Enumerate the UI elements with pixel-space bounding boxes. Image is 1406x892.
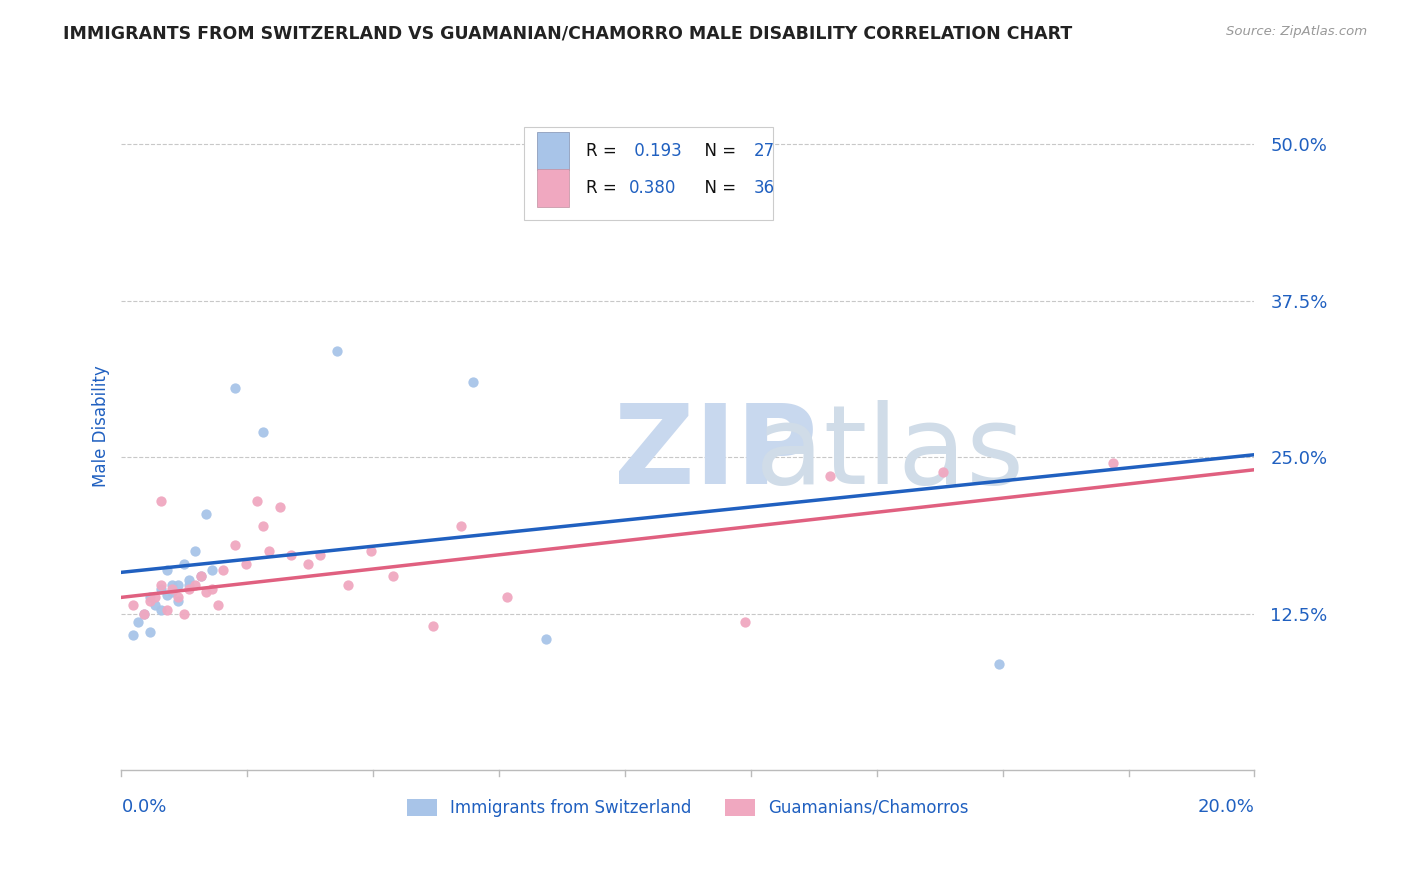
Text: Source: ZipAtlas.com: Source: ZipAtlas.com bbox=[1226, 25, 1367, 38]
Point bbox=[297, 557, 319, 571]
Point bbox=[132, 607, 155, 621]
Point bbox=[325, 343, 347, 358]
Point bbox=[195, 507, 218, 521]
Point bbox=[212, 563, 235, 577]
Point bbox=[167, 578, 190, 592]
Point bbox=[536, 632, 558, 646]
Point bbox=[988, 657, 1011, 671]
Point bbox=[195, 585, 218, 599]
Point bbox=[156, 603, 179, 617]
Point bbox=[734, 615, 756, 630]
Point bbox=[224, 538, 246, 552]
Point bbox=[246, 494, 269, 508]
Text: 0.0%: 0.0% bbox=[121, 797, 167, 815]
Point bbox=[461, 375, 484, 389]
Text: atlas: atlas bbox=[614, 400, 1024, 507]
Point bbox=[450, 519, 472, 533]
Point bbox=[495, 591, 517, 605]
Point bbox=[360, 544, 382, 558]
Point bbox=[173, 607, 195, 621]
FancyBboxPatch shape bbox=[523, 127, 773, 219]
Text: N =: N = bbox=[693, 179, 741, 197]
Point bbox=[121, 598, 143, 612]
Y-axis label: Male Disability: Male Disability bbox=[93, 365, 110, 487]
Point bbox=[201, 563, 224, 577]
Point bbox=[252, 519, 274, 533]
Text: 0.380: 0.380 bbox=[628, 179, 676, 197]
Text: 36: 36 bbox=[754, 179, 775, 197]
Point bbox=[257, 544, 280, 558]
Point bbox=[252, 425, 274, 440]
Point bbox=[150, 582, 173, 596]
Point bbox=[224, 381, 246, 395]
Point bbox=[150, 603, 173, 617]
Point bbox=[422, 619, 444, 633]
Point bbox=[145, 598, 167, 612]
Point bbox=[150, 494, 173, 508]
Text: R =: R = bbox=[586, 179, 621, 197]
Point bbox=[382, 569, 405, 583]
Point bbox=[235, 557, 257, 571]
Text: N =: N = bbox=[693, 142, 741, 160]
Point bbox=[162, 582, 184, 596]
Legend: Immigrants from Switzerland, Guamanians/Chamorros: Immigrants from Switzerland, Guamanians/… bbox=[401, 792, 976, 823]
Point bbox=[167, 591, 190, 605]
Text: ZIP: ZIP bbox=[614, 400, 818, 507]
Text: IMMIGRANTS FROM SWITZERLAND VS GUAMANIAN/CHAMORRO MALE DISABILITY CORRELATION CH: IMMIGRANTS FROM SWITZERLAND VS GUAMANIAN… bbox=[63, 25, 1073, 43]
Point bbox=[132, 607, 155, 621]
Point bbox=[280, 548, 302, 562]
Point bbox=[139, 591, 162, 605]
Point bbox=[1101, 457, 1123, 471]
Point bbox=[932, 465, 955, 479]
Point bbox=[127, 615, 149, 630]
Point bbox=[190, 569, 212, 583]
Text: 0.193: 0.193 bbox=[628, 142, 682, 160]
Point bbox=[337, 578, 360, 592]
Point bbox=[179, 578, 201, 592]
Point bbox=[139, 594, 162, 608]
Point bbox=[156, 563, 179, 577]
Point bbox=[139, 625, 162, 640]
Text: 20.0%: 20.0% bbox=[1198, 797, 1254, 815]
Point bbox=[173, 557, 195, 571]
Point bbox=[156, 588, 179, 602]
Point bbox=[150, 578, 173, 592]
Point bbox=[179, 582, 201, 596]
Point bbox=[269, 500, 291, 515]
Text: R =: R = bbox=[586, 142, 621, 160]
Point bbox=[190, 569, 212, 583]
Point bbox=[308, 548, 330, 562]
Point bbox=[162, 585, 184, 599]
Point bbox=[167, 594, 190, 608]
Point bbox=[145, 591, 167, 605]
Text: 27: 27 bbox=[754, 142, 775, 160]
Point bbox=[184, 544, 207, 558]
Point bbox=[818, 469, 841, 483]
Point bbox=[162, 578, 184, 592]
Point bbox=[184, 578, 207, 592]
Bar bbox=[537, 132, 569, 170]
Point bbox=[207, 598, 229, 612]
Point bbox=[179, 573, 201, 587]
Point bbox=[121, 628, 143, 642]
Point bbox=[201, 582, 224, 596]
Bar bbox=[537, 169, 569, 207]
